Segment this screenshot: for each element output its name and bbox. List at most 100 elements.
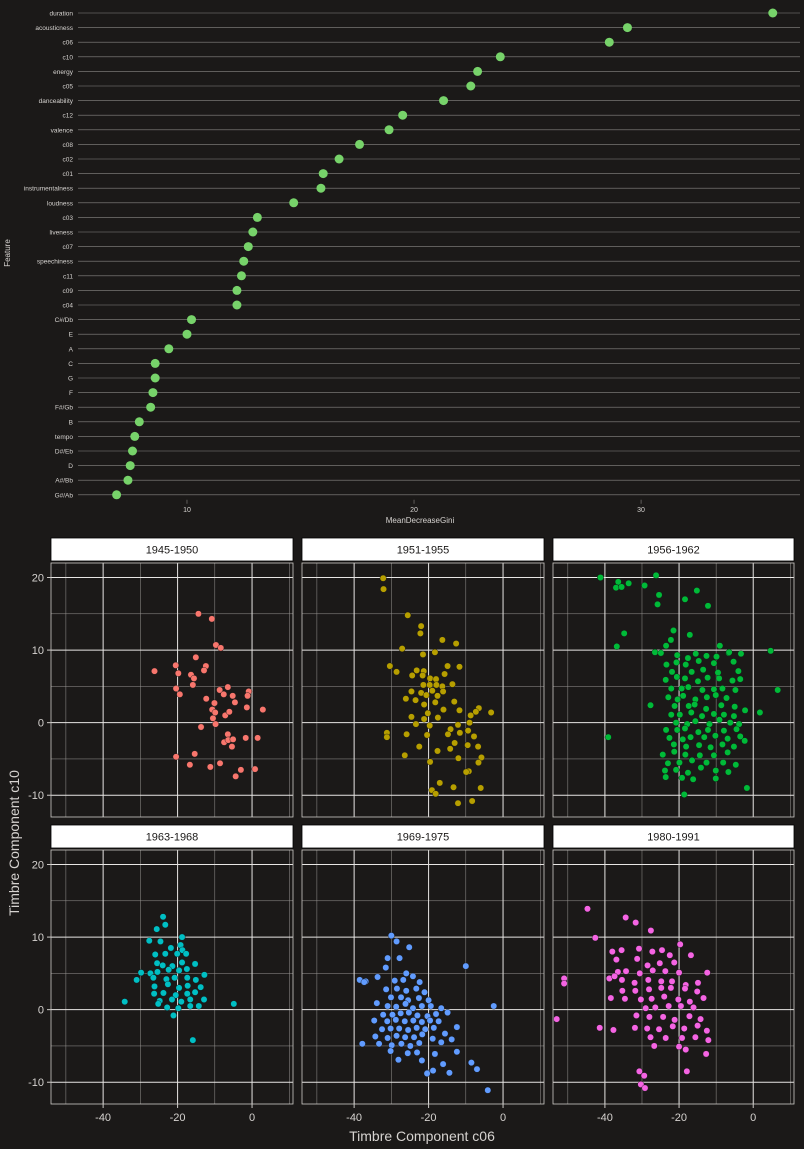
scatter-point bbox=[171, 974, 179, 982]
scatter-point bbox=[710, 751, 718, 759]
scatter-point bbox=[618, 583, 625, 591]
facet-panel: 1956-1962 bbox=[552, 537, 795, 818]
scatter-point bbox=[454, 754, 462, 762]
scatter-point bbox=[254, 734, 262, 742]
importance-point bbox=[243, 242, 253, 252]
importance-point bbox=[150, 373, 160, 383]
scatter-point bbox=[418, 1057, 426, 1064]
importance-point bbox=[182, 329, 192, 339]
scatter-point bbox=[674, 696, 681, 703]
scatter-point bbox=[426, 681, 434, 689]
scatter-point bbox=[382, 985, 390, 993]
scatter-point bbox=[462, 768, 470, 776]
scatter-point bbox=[682, 1046, 690, 1053]
scatter-point bbox=[618, 987, 626, 995]
scatter-point bbox=[670, 741, 678, 748]
panel-border bbox=[552, 562, 795, 818]
scatter-point bbox=[659, 1013, 667, 1021]
scatter-point bbox=[604, 733, 612, 741]
scatter-point bbox=[664, 759, 672, 767]
scatter-point bbox=[172, 661, 180, 669]
scatter-point bbox=[656, 959, 664, 967]
scatter-point bbox=[475, 759, 482, 766]
scatter-point bbox=[676, 759, 683, 766]
importance-point bbox=[127, 446, 137, 456]
facet-strip-label: 1945-1950 bbox=[146, 545, 199, 557]
scatter-point bbox=[487, 709, 495, 716]
scatter-point bbox=[468, 797, 476, 805]
scatter-point bbox=[699, 686, 706, 694]
scatter-point bbox=[408, 713, 415, 721]
feature-label: A#/Bb bbox=[55, 478, 73, 485]
scatter-point bbox=[431, 648, 439, 656]
scatter-point bbox=[456, 729, 464, 737]
scatter-point bbox=[668, 668, 676, 676]
scatter-point bbox=[678, 1034, 686, 1042]
scatter-point bbox=[189, 1036, 197, 1044]
scatter-point bbox=[620, 629, 628, 637]
scatter-point bbox=[649, 967, 657, 974]
scatter-point bbox=[622, 914, 630, 921]
facet-panel: 1945-1950 -10 0 10 20 bbox=[28, 537, 294, 818]
scatter-point bbox=[429, 1035, 437, 1043]
scatter-point bbox=[724, 735, 732, 743]
scatter-point bbox=[402, 969, 410, 977]
scatter-point bbox=[444, 662, 451, 670]
scatter-point bbox=[393, 938, 400, 945]
scatter-point bbox=[724, 768, 732, 776]
scatter-point bbox=[186, 761, 194, 769]
scatter-point bbox=[695, 657, 703, 665]
feature-label: c12 bbox=[63, 113, 74, 120]
scatter-point bbox=[224, 730, 232, 738]
y-tick-label: 0 bbox=[38, 1005, 44, 1017]
scatter-point bbox=[686, 631, 694, 639]
scatter-point bbox=[703, 1027, 711, 1035]
scatter-point bbox=[229, 692, 237, 700]
scatter-point bbox=[671, 702, 679, 710]
scatter-point bbox=[424, 709, 432, 717]
scatter-point bbox=[635, 1067, 643, 1075]
y-tick-label: 20 bbox=[32, 573, 44, 585]
scatter-point bbox=[673, 651, 681, 659]
feature-label: c09 bbox=[63, 288, 74, 295]
scatter-point bbox=[684, 654, 692, 662]
scatter-point bbox=[384, 1002, 392, 1010]
scatter-point bbox=[231, 698, 239, 706]
panel-border bbox=[301, 562, 545, 818]
scatter-point bbox=[691, 717, 699, 725]
scatter-point bbox=[712, 775, 720, 782]
scatter-point bbox=[454, 799, 462, 807]
scatter-point bbox=[244, 692, 251, 700]
scatter-point bbox=[379, 1011, 387, 1019]
scatter-point bbox=[154, 1000, 162, 1008]
scatter-point bbox=[451, 739, 459, 747]
scatter-point bbox=[684, 769, 692, 777]
scatter-point bbox=[178, 959, 186, 966]
scatter-point bbox=[681, 674, 689, 682]
scatter-point bbox=[159, 961, 167, 969]
scatter-point bbox=[195, 610, 202, 618]
scatter-point bbox=[191, 988, 199, 996]
scatter-point bbox=[178, 933, 186, 941]
scatter-point bbox=[688, 668, 696, 676]
scatter-point bbox=[209, 714, 217, 722]
scatter-point bbox=[467, 712, 475, 719]
scatter-point bbox=[610, 1026, 617, 1034]
scatter-point bbox=[736, 675, 744, 683]
facet-strip bbox=[301, 537, 545, 562]
importance-point bbox=[248, 227, 258, 237]
feature-label: E bbox=[69, 332, 74, 339]
scatter-point bbox=[433, 681, 440, 689]
scatter-point bbox=[200, 667, 208, 674]
facet-strip bbox=[552, 537, 795, 562]
scatter-point bbox=[386, 662, 394, 670]
feature-label: F#/Gb bbox=[55, 405, 73, 412]
scatter-point bbox=[404, 1049, 412, 1057]
scatter-point bbox=[676, 940, 684, 948]
scatter-point bbox=[229, 735, 237, 743]
scatter-point bbox=[700, 733, 708, 741]
scatter-point bbox=[662, 726, 670, 734]
scatter-point bbox=[647, 1033, 654, 1041]
scatter-point bbox=[693, 988, 701, 995]
y-tick-label: 0 bbox=[38, 718, 44, 730]
